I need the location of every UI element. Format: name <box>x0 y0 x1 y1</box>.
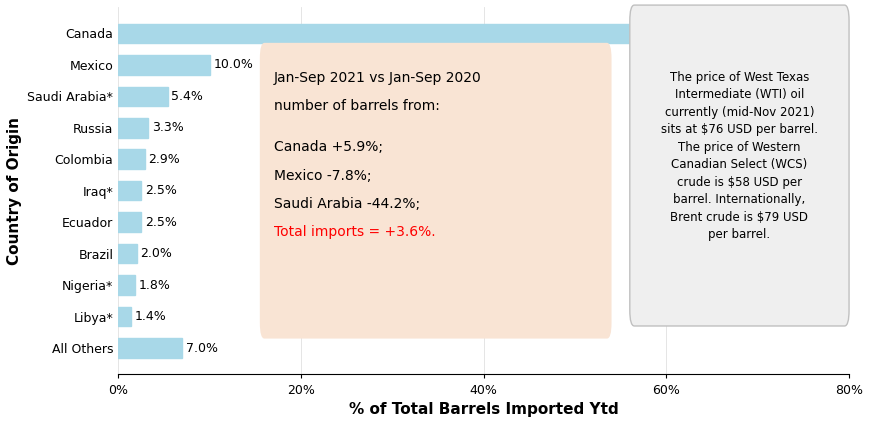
Text: 1.4%: 1.4% <box>135 310 166 323</box>
Bar <box>118 244 136 263</box>
Text: Saudi Arabia -44.2%;: Saudi Arabia -44.2%; <box>273 197 419 211</box>
Text: 3.3%: 3.3% <box>152 121 183 134</box>
Text: 2.0%: 2.0% <box>140 247 172 260</box>
Bar <box>118 307 131 326</box>
Text: 2.5%: 2.5% <box>144 184 176 197</box>
Text: 1.8%: 1.8% <box>138 279 170 292</box>
FancyBboxPatch shape <box>260 43 611 339</box>
Text: 5.4%: 5.4% <box>171 90 202 103</box>
Text: 10.0%: 10.0% <box>213 59 253 71</box>
Bar <box>118 24 677 43</box>
Text: Total imports = +3.6%.: Total imports = +3.6%. <box>273 225 434 239</box>
X-axis label: % of Total Barrels Imported Ytd: % of Total Barrels Imported Ytd <box>348 402 618 417</box>
FancyBboxPatch shape <box>629 5 848 326</box>
Bar <box>118 150 144 169</box>
Bar <box>118 212 141 232</box>
Text: Jan-Sep 2021 vs Jan-Sep 2020: Jan-Sep 2021 vs Jan-Sep 2020 <box>273 71 481 85</box>
Text: 2.9%: 2.9% <box>149 153 180 166</box>
Bar <box>118 275 135 295</box>
Text: Mexico -7.8%;: Mexico -7.8%; <box>273 169 370 183</box>
Bar <box>118 86 168 106</box>
Bar <box>118 118 149 137</box>
Y-axis label: Country of Origin: Country of Origin <box>7 117 22 265</box>
Bar <box>118 181 141 201</box>
Text: 7.0%: 7.0% <box>186 341 217 354</box>
Text: 61.2%: 61.2% <box>680 27 720 40</box>
Bar <box>118 55 209 75</box>
Text: 2.5%: 2.5% <box>144 216 176 229</box>
Text: Canada +5.9%;: Canada +5.9%; <box>273 140 382 154</box>
Text: The price of West Texas
Intermediate (WTI) oil
currently (mid-Nov 2021)
sits at : The price of West Texas Intermediate (WT… <box>660 71 817 241</box>
Text: number of barrels from:: number of barrels from: <box>273 100 439 114</box>
Bar <box>118 338 182 358</box>
